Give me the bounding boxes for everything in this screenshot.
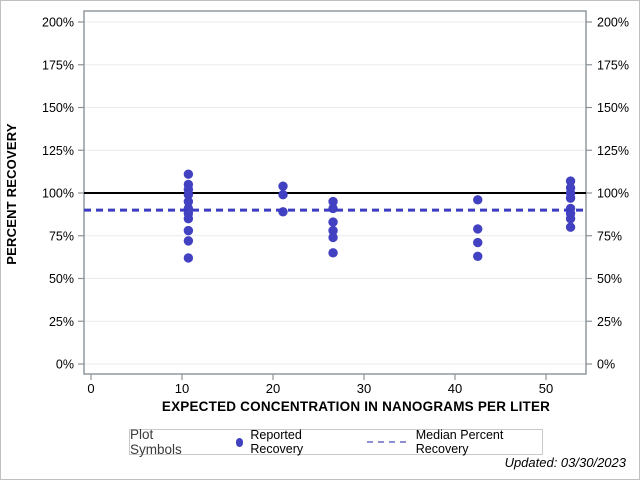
x-tick-label: 50 xyxy=(539,381,553,396)
y-tick-label: 100% xyxy=(597,187,629,201)
x-axis-title: EXPECTED CONCENTRATION IN NANOGRAMS PER … xyxy=(161,399,551,414)
data-point xyxy=(183,190,194,200)
data-point xyxy=(183,225,194,236)
y-tick-label: 125% xyxy=(42,144,74,158)
data-point xyxy=(183,169,194,179)
data-point xyxy=(183,213,194,224)
updated-date-note: Updated: 03/30/2023 xyxy=(504,455,626,470)
y-tick-label: 150% xyxy=(597,101,629,115)
x-tick-label: 30 xyxy=(357,381,371,396)
data-point xyxy=(278,190,288,200)
data-point xyxy=(183,253,194,263)
legend-entry-label: Median Percent Recovery xyxy=(415,428,504,456)
y-axis-title: PERCENT RECOVERY xyxy=(4,123,19,265)
data-point xyxy=(278,181,288,191)
x-tick-label: 40 xyxy=(448,381,462,396)
y-tick-label: 0% xyxy=(597,358,615,372)
data-point xyxy=(328,225,338,236)
data-point xyxy=(328,217,338,227)
data-point xyxy=(328,203,338,214)
data-point xyxy=(183,196,194,207)
y-tick-label: 125% xyxy=(597,144,629,158)
data-point xyxy=(565,213,576,224)
data-point xyxy=(565,176,576,186)
legend: Plot Symbols Reported Recovery Median Pe… xyxy=(129,427,543,457)
x-tick-label: 10 xyxy=(175,381,189,396)
dot-marker-icon xyxy=(235,437,244,447)
data-point xyxy=(565,193,576,203)
data-point xyxy=(473,224,483,234)
y-tick-label: 25% xyxy=(49,315,74,329)
legend-title: Plot Symbols xyxy=(130,427,182,457)
dashed-line-marker-icon xyxy=(366,441,409,443)
y-tick-label: 100% xyxy=(42,187,74,201)
data-point xyxy=(183,236,194,246)
y-tick-label: 50% xyxy=(49,272,74,286)
data-point xyxy=(328,248,338,258)
y-tick-label: 25% xyxy=(597,315,622,329)
y-tick-label: 0% xyxy=(56,358,74,372)
data-point xyxy=(328,232,338,243)
legend-entry-median-recovery: Median Percent Recovery xyxy=(366,428,542,456)
y-tick-label: 175% xyxy=(597,58,629,72)
y-tick-label: 75% xyxy=(49,229,74,243)
data-point xyxy=(278,207,288,217)
y-tick-label: 175% xyxy=(42,58,74,72)
data-point xyxy=(473,251,483,261)
data-point xyxy=(473,195,483,205)
y-tick-label: 50% xyxy=(597,272,622,286)
y-tick-label: 75% xyxy=(597,229,622,243)
y-tick-label: 200% xyxy=(597,16,629,30)
x-tick-label: 0 xyxy=(87,381,94,396)
x-tick-label: 20 xyxy=(266,381,280,396)
y-tick-label: 200% xyxy=(42,16,74,30)
y-tick-label: 150% xyxy=(42,101,74,115)
data-point xyxy=(565,222,576,232)
legend-entry-reported-recovery: Reported Recovery xyxy=(235,428,345,456)
data-point xyxy=(473,237,483,248)
data-point xyxy=(328,196,338,207)
legend-entry-label: Reported Recovery xyxy=(250,428,304,456)
